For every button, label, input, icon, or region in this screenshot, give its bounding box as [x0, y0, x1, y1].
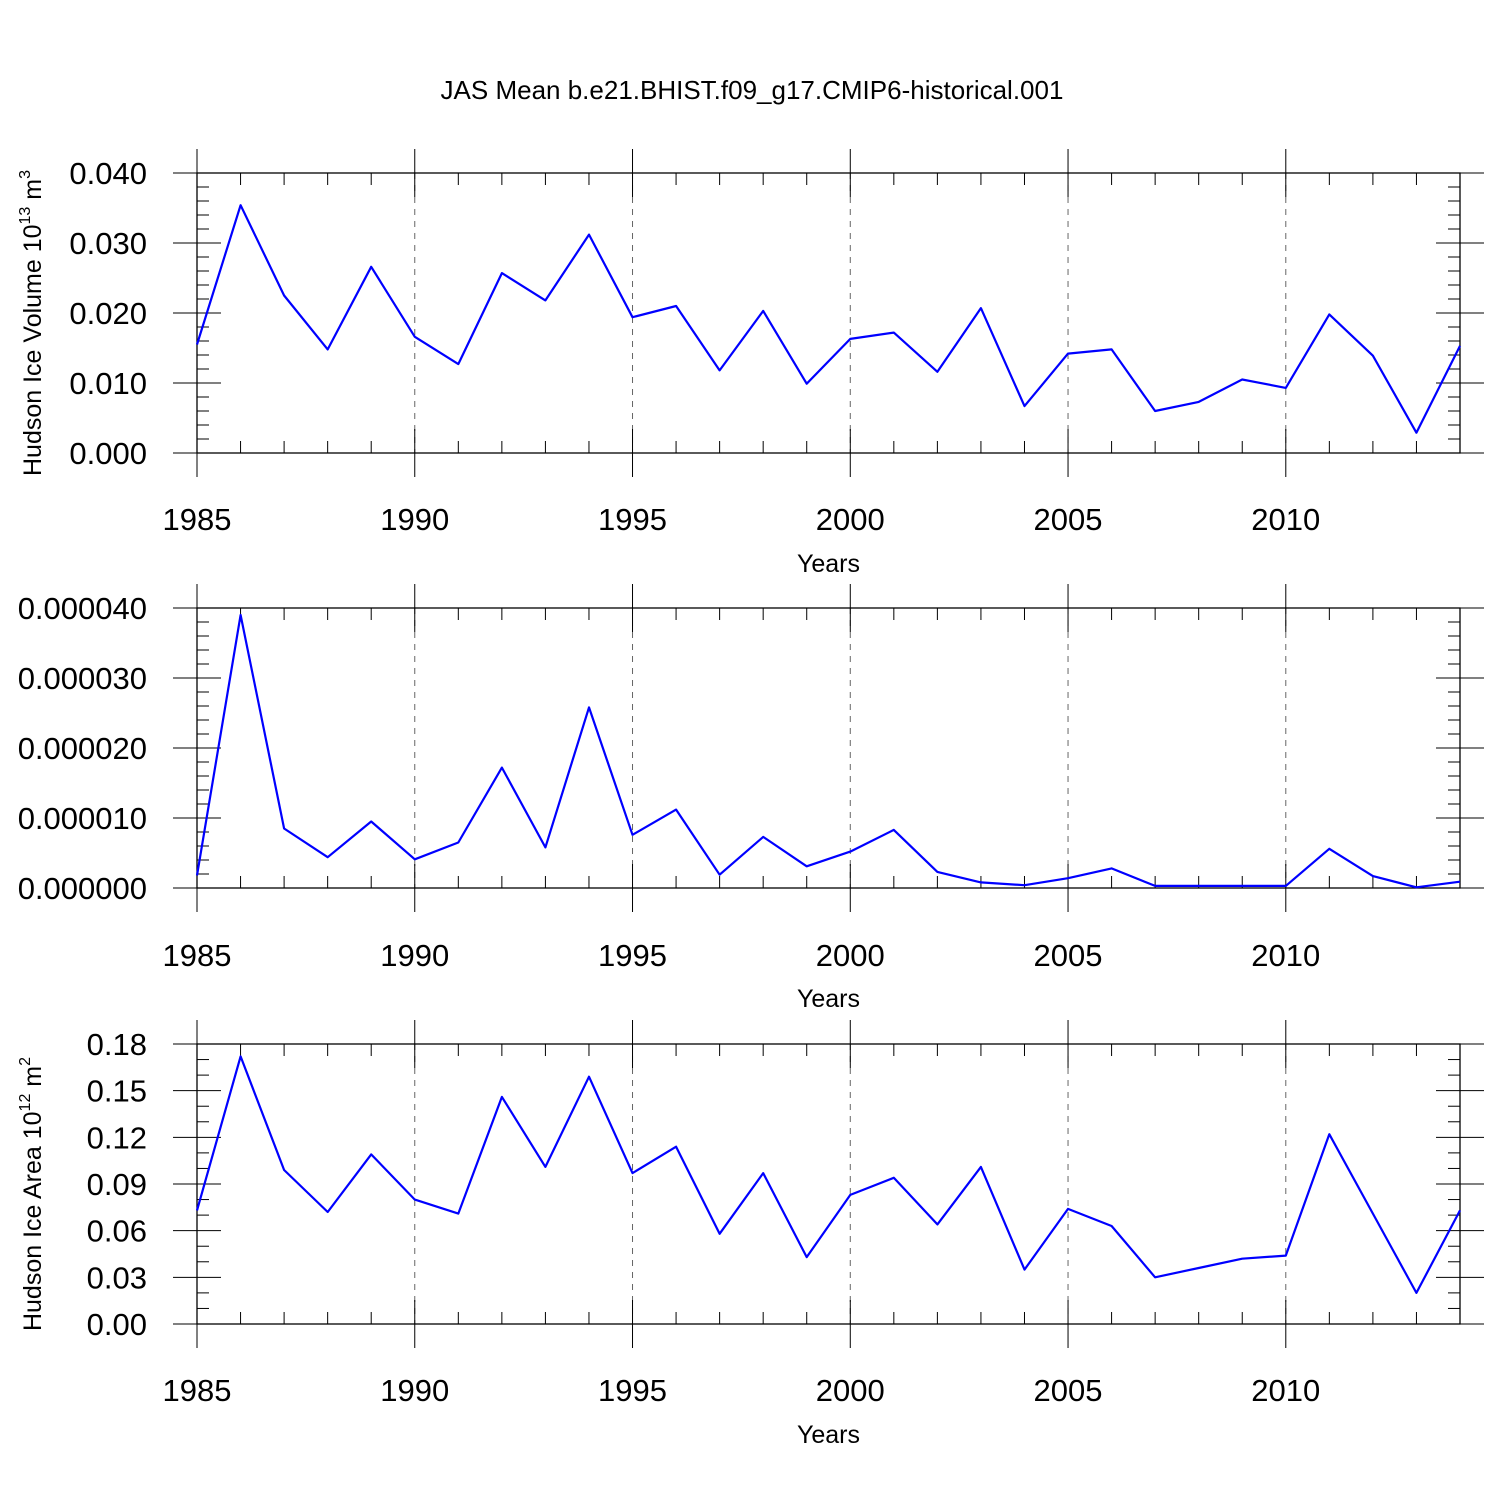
chart-2-x-tick-label-2005: 2005 [1034, 1373, 1103, 1408]
chart-1-plot-frame [196, 607, 1461, 889]
chart-2-y-tick-label-4: 0.12 [87, 1120, 147, 1155]
chart-2-y-tick-label-5: 0.15 [87, 1074, 147, 1109]
chart-0-x-tick-label-2005: 2005 [1034, 502, 1103, 537]
chart-1-x-tick-label-1995: 1995 [598, 938, 667, 973]
chart-2-y-tick-label-3: 0.09 [87, 1167, 147, 1202]
chart-0-y-tick-label-2: 0.020 [69, 296, 147, 331]
chart-0-plot-frame [196, 172, 1461, 454]
chart-1-x-tick-label-2005: 2005 [1034, 938, 1103, 973]
chart-2-x-tick-label-1995: 1995 [598, 1373, 667, 1408]
chart-0-x-tick-label-1995: 1995 [598, 502, 667, 537]
chart-0-series-line [195, 204, 1461, 434]
chart-1-x-tick-label-2010: 2010 [1251, 938, 1320, 973]
chart-1-x-axis-title: Years [797, 985, 860, 1013]
chart-1-series-line [195, 613, 1461, 889]
panel-ice-volume: 0.000 0.010 0.020 0.030 0.040 1985 1990 1995 200… [17, 149, 1484, 578]
chart-2-y-tick-label-6: 0.18 [87, 1027, 147, 1062]
chart-2-x-tick-label-1990: 1990 [380, 1373, 449, 1408]
chart-0-x-tick-label-1990: 1990 [380, 502, 449, 537]
chart-1-y-tick-label-3: 0.000030 [18, 661, 147, 696]
chart-2-y-tick-label-2: 0.06 [87, 1214, 147, 1249]
chart-2-x-tick-label-2000: 2000 [816, 1373, 885, 1408]
chart-2-x-tick-label-1985: 1985 [163, 1373, 232, 1408]
chart-1-y-tick-label-2: 0.000020 [18, 731, 147, 766]
chart-0-y-axis-title: Hudson Ice Volume 1013 m3 [17, 170, 47, 476]
chart-0-x-tick-label-2000: 2000 [816, 502, 885, 537]
figure-title: JAS Mean b.e21.BHIST.f09_g17.CMIP6-histo… [441, 75, 1064, 105]
chart-0-y-tick-label-3: 0.030 [69, 226, 147, 261]
chart-0-y-tick-label-4: 0.040 [69, 156, 147, 191]
chart-0-x-tick-label-1985: 1985 [163, 502, 232, 537]
chart-2-plot-frame [196, 1043, 1461, 1325]
panel-ice-area: 0.00 0.03 0.06 0.09 0.12 0.15 0.18 1985 1990 1995… [17, 1020, 1484, 1449]
chart-2-y-tick-label-0: 0.00 [87, 1307, 147, 1342]
chart-2-series-line [195, 1055, 1461, 1295]
chart-2-y-tick-label-1: 0.03 [87, 1260, 147, 1295]
chart-1-y-tick-label-1: 0.000010 [18, 801, 147, 836]
chart-0-x-axis-title: Years [797, 550, 860, 578]
chart-1-y-tick-label-0: 0.000000 [18, 871, 147, 906]
chart-2-y-axis-title: Hudson Ice Area 1012 m2 [17, 1057, 47, 1331]
chart-0-y-tick-label-1: 0.010 [69, 366, 147, 401]
chart-1-y-tick-label-4: 0.000040 [18, 591, 147, 626]
chart-1-x-tick-label-2000: 2000 [816, 938, 885, 973]
chart-0-x-tick-label-2010: 2010 [1251, 502, 1320, 537]
chart-2-x-axis-title: Years [797, 1421, 860, 1449]
chart-1-x-tick-label-1990: 1990 [380, 938, 449, 973]
chart-2-x-tick-label-2010: 2010 [1251, 1373, 1320, 1408]
chart-0-y-tick-label-0: 0.000 [69, 436, 147, 471]
chart-1-x-tick-label-1985: 1985 [163, 938, 232, 973]
panel-middle-series: 0.000000 0.000010 0.000020 0.000030 0.000040… [18, 584, 1484, 1013]
